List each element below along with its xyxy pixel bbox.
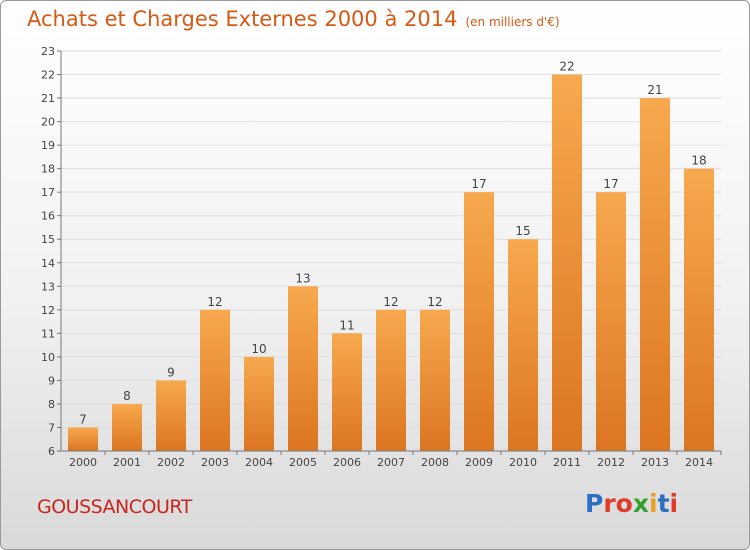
y-tick-label: 22	[41, 69, 55, 82]
y-tick-label: 23	[41, 45, 55, 58]
x-tick-label: 2009	[465, 456, 493, 469]
bar-value-label: 21	[647, 83, 662, 97]
x-tick-label: 2007	[377, 456, 405, 469]
x-axis: 2000 2001 2002 2003 2004 2005 2006 2007 2008 2009…	[61, 450, 722, 469]
y-axis: 6 7 8 9 10 11 12 13 14 15 16 17 18 19 20 21 22 23	[41, 45, 62, 458]
x-tick-label: 2012	[597, 456, 625, 469]
bar-value-label: 12	[427, 295, 442, 309]
bar	[376, 309, 406, 451]
logo-letter: x	[632, 489, 649, 518]
x-tick-label: 2003	[201, 456, 229, 469]
bar-value-label: 17	[471, 177, 486, 191]
bar	[684, 168, 714, 451]
proxiti-logo[interactable]: Proxiti	[585, 489, 678, 518]
bar	[288, 286, 318, 451]
y-tick-label: 20	[41, 116, 55, 129]
logo-letter: i	[649, 489, 658, 518]
chart-title: Achats et Charges Externes 2000 à 2014 (e…	[27, 7, 560, 31]
bar	[640, 98, 670, 451]
y-tick-label: 10	[41, 351, 55, 364]
bar	[464, 192, 494, 452]
x-tick-label: 2005	[289, 456, 317, 469]
bar	[244, 356, 274, 451]
x-tick-label: 2004	[245, 456, 273, 469]
chart-unit: (en milliers d'€)	[465, 15, 560, 29]
y-tick-label: 16	[41, 210, 55, 223]
y-tick-label: 19	[41, 139, 55, 152]
bar	[156, 380, 186, 451]
bar-value-label: 9	[167, 365, 175, 379]
x-tick-label: 2002	[157, 456, 185, 469]
bar	[332, 333, 362, 451]
bar	[596, 192, 626, 452]
logo-letter: o	[615, 489, 633, 518]
bar-value-label: 17	[603, 177, 618, 191]
y-tick-label: 21	[41, 92, 55, 105]
bar-value-label: 11	[339, 318, 354, 332]
bar-value-label: 18	[691, 154, 706, 168]
logo-letter: P	[585, 489, 604, 518]
bar	[200, 309, 230, 451]
bar	[552, 74, 582, 451]
bar	[420, 309, 450, 451]
y-tick-label: 8	[48, 398, 55, 411]
bar-value-label: 7	[79, 412, 87, 426]
bar	[112, 403, 142, 451]
x-tick-label: 2010	[509, 456, 537, 469]
x-tick-label: 2013	[641, 456, 669, 469]
bar-value-label: 22	[559, 60, 574, 74]
y-tick-label: 9	[48, 374, 55, 387]
x-tick-label: 2008	[421, 456, 449, 469]
y-tick-label: 7	[48, 421, 55, 434]
y-tick-label: 11	[41, 327, 55, 340]
commune-name: GOUSSANCOURT	[37, 496, 192, 518]
y-tick-label: 15	[41, 233, 55, 246]
logo-letter: r	[603, 489, 616, 518]
bar-value-label: 15	[515, 224, 530, 238]
logo-letter: i	[669, 489, 679, 518]
x-tick-label: 2011	[553, 456, 581, 469]
bars: 7 8 9 12 10 13 11 12 12 17 15 22 17 21 18	[68, 60, 714, 452]
bar	[68, 427, 98, 451]
bar	[508, 239, 538, 451]
bar-value-label: 8	[123, 389, 131, 403]
y-tick-label: 17	[41, 186, 55, 199]
bar-value-label: 13	[295, 271, 310, 285]
bar-value-label: 12	[383, 295, 398, 309]
bar-value-label: 10	[251, 342, 266, 356]
y-tick-label: 18	[41, 163, 55, 176]
x-tick-label: 2001	[113, 456, 141, 469]
bar-value-label: 12	[207, 295, 222, 309]
x-tick-label: 2000	[69, 456, 97, 469]
logo-letter: t	[657, 489, 670, 518]
y-tick-label: 14	[41, 257, 55, 270]
x-tick-label: 2006	[333, 456, 361, 469]
y-tick-label: 6	[48, 445, 55, 458]
y-tick-label: 12	[41, 304, 55, 317]
chart-title-text: Achats et Charges Externes 2000 à 2014	[27, 7, 458, 31]
x-tick-label: 2014	[685, 456, 713, 469]
y-tick-label: 13	[41, 280, 55, 293]
